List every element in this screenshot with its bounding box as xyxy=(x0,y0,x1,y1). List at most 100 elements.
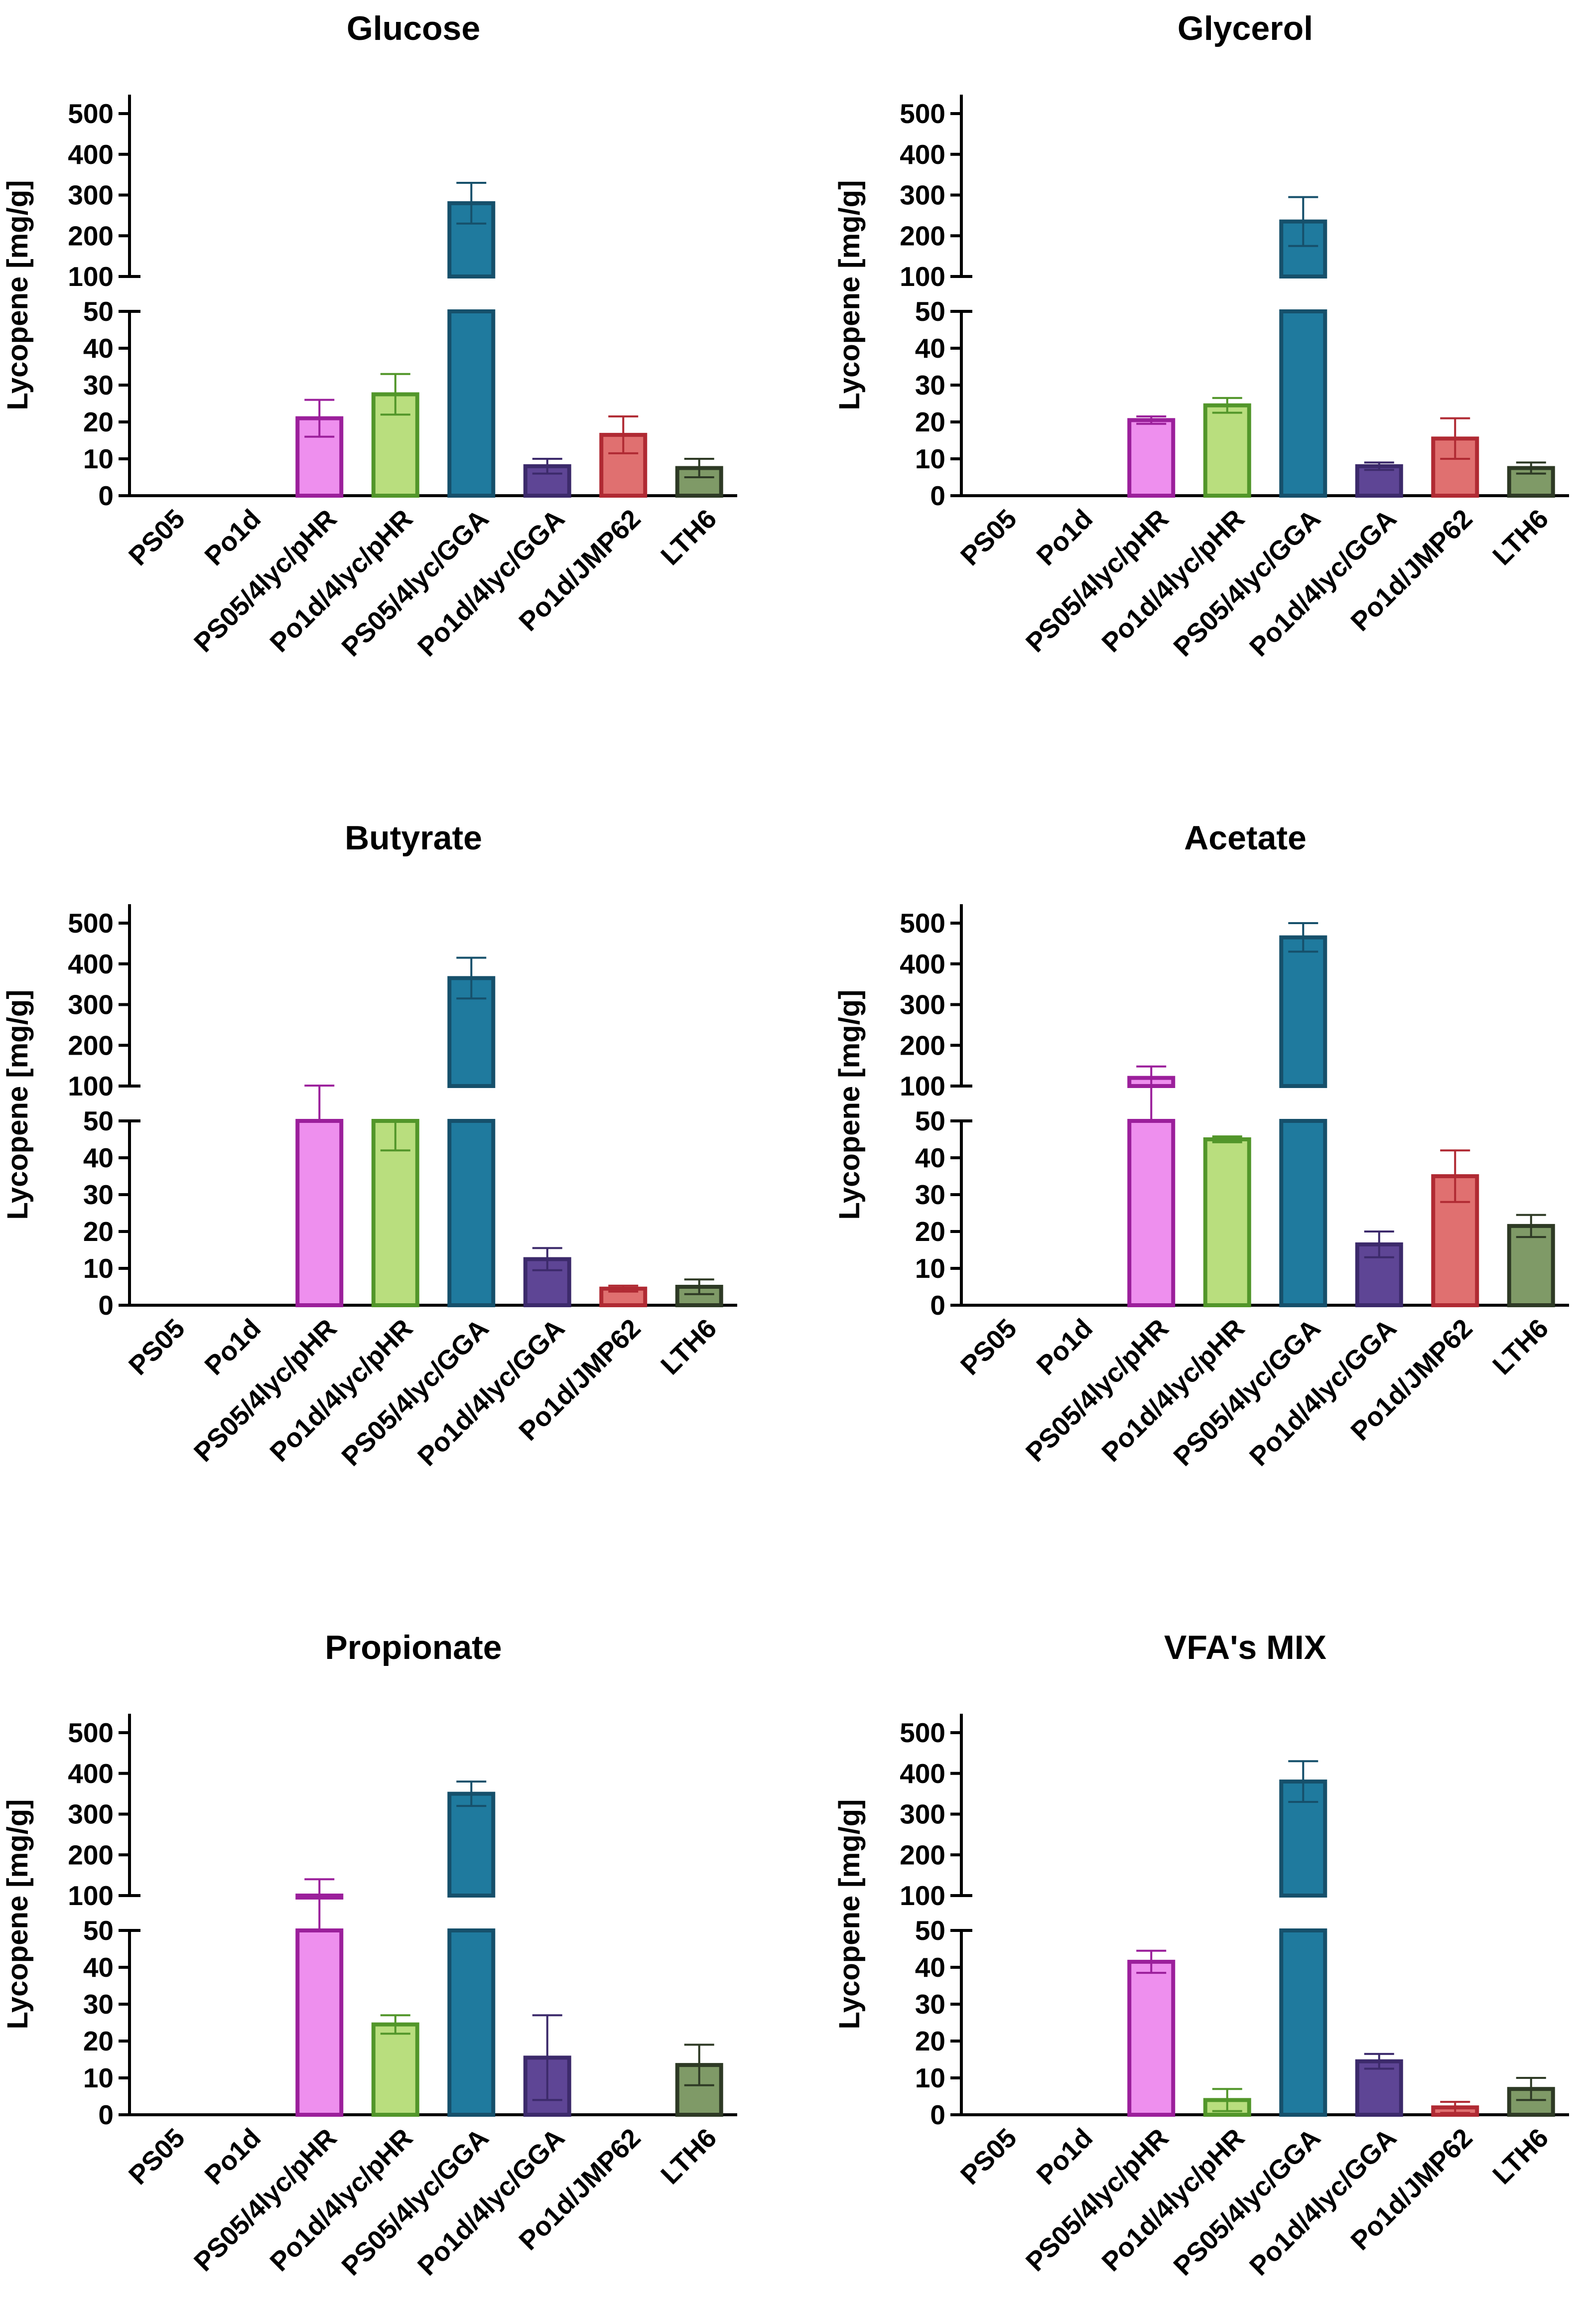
y-tick-label: 0 xyxy=(98,2099,114,2130)
y-tick-label: 50 xyxy=(83,296,114,327)
y-tick-label: 400 xyxy=(68,1758,114,1789)
y-tick-label: 0 xyxy=(98,1290,114,1321)
x-tick-label: PS05 xyxy=(955,2123,1023,2190)
chart-title: Glycerol xyxy=(1178,9,1313,47)
bar-5 xyxy=(447,1928,496,2117)
error-bar-6 xyxy=(532,2014,562,2101)
chart-title: Propionate xyxy=(325,1629,502,1666)
y-tick-label: 300 xyxy=(900,180,945,211)
y-tick-label: 500 xyxy=(68,908,114,939)
error-bar-3 xyxy=(1136,1065,1167,1122)
y-tick-label: 40 xyxy=(915,1952,945,1983)
y-tick-label: 400 xyxy=(68,139,114,170)
x-tick-label: Po1d xyxy=(1031,2123,1098,2190)
error-bar-3 xyxy=(304,1085,335,1122)
x-tick-label: Po1d xyxy=(1031,504,1098,571)
y-tick-label: 200 xyxy=(900,1839,945,1870)
y-tick-label: 40 xyxy=(915,333,945,364)
y-tick-label: 300 xyxy=(68,1799,114,1830)
x-tick-label: Po1d/4lyc/pHR xyxy=(1096,2123,1250,2277)
bar-6 xyxy=(1355,2059,1403,2117)
y-tick-label: 10 xyxy=(915,443,945,474)
y-tick-label: 100 xyxy=(900,261,945,292)
x-tick-label: PS05/4lyc/pHR xyxy=(1020,2123,1175,2277)
x-tick-label: PS05 xyxy=(955,504,1023,571)
y-tick-label: 200 xyxy=(900,220,945,251)
y-tick-label: 300 xyxy=(900,989,945,1020)
error-bar-4 xyxy=(1212,1135,1242,1143)
y-axis-label: Lycopene [mg/g] xyxy=(1,990,34,1220)
y-tick-label: 20 xyxy=(915,407,945,437)
y-tick-label: 400 xyxy=(68,949,114,979)
error-bar-5 xyxy=(1288,922,1319,953)
bar-4 xyxy=(1203,1137,1251,1307)
chart-panel-3: Butyrate Lycopene [mg/g] 100 200 300 400 500 0 1… xyxy=(1,819,737,1472)
bar-3 xyxy=(1127,1959,1176,2117)
error-bar-6 xyxy=(532,458,562,475)
bar-4 xyxy=(1203,403,1251,498)
error-bar-4 xyxy=(380,373,410,416)
error-bar-7 xyxy=(1440,1149,1470,1203)
bar-5-upper xyxy=(447,201,496,278)
x-tick-label: PS05/4lyc/pHR xyxy=(188,1313,343,1468)
chart-panel-6: VFA's MIX Lycopene [mg/g] 100 200 300 400 500 0… xyxy=(833,1629,1569,2281)
y-tick-label: 400 xyxy=(900,139,945,170)
y-tick-label: 200 xyxy=(900,1030,945,1061)
error-bar-8 xyxy=(1516,2077,1546,2101)
x-tick-label: Po1d/4lyc/pHR xyxy=(264,2123,418,2277)
x-tick-label: Po1d/4lyc/pHR xyxy=(264,504,418,658)
bar-3 xyxy=(295,416,344,498)
x-tick-label: LTH6 xyxy=(655,2123,722,2190)
y-tick-label: 100 xyxy=(68,261,114,292)
y-tick-label: 10 xyxy=(915,2062,945,2093)
x-tick-label: LTH6 xyxy=(655,1313,722,1380)
error-bar-3 xyxy=(304,399,335,438)
x-tick-label: LTH6 xyxy=(1487,1313,1554,1380)
error-bar-5 xyxy=(456,181,487,225)
y-tick-label: 30 xyxy=(915,1179,945,1210)
bar-5 xyxy=(447,309,496,498)
chart-panel-1: Glucose Lycopene [mg/g] 100 200 300 400 500 0 10… xyxy=(1,9,737,662)
chart-panel-4: Acetate Lycopene [mg/g] 100 200 300 400 500 0 10… xyxy=(833,819,1569,1472)
y-axis-label: Lycopene [mg/g] xyxy=(833,1799,866,2030)
y-tick-label: 100 xyxy=(900,1880,945,1911)
y-tick-label: 500 xyxy=(68,1717,114,1748)
bar-3 xyxy=(1127,1119,1176,1307)
y-tick-label: 50 xyxy=(915,1105,945,1136)
error-bar-5 xyxy=(1288,196,1319,247)
bar-3 xyxy=(1127,418,1176,498)
y-tick-label: 20 xyxy=(83,407,114,437)
y-tick-label: 20 xyxy=(83,2026,114,2056)
y-tick-label: 100 xyxy=(68,1071,114,1101)
x-tick-label: PS05 xyxy=(123,1313,191,1381)
y-tick-label: 10 xyxy=(83,1253,114,1284)
chart-title: Butyrate xyxy=(345,819,482,857)
y-tick-label: 0 xyxy=(930,480,945,511)
y-axis-label: Lycopene [mg/g] xyxy=(1,180,34,410)
error-bar-5 xyxy=(456,957,487,1000)
error-bar-5 xyxy=(456,1780,487,1807)
y-tick-label: 10 xyxy=(915,1253,945,1284)
y-tick-label: 40 xyxy=(83,333,114,364)
bar-4 xyxy=(371,2022,419,2117)
error-bar-5 xyxy=(1288,1760,1319,1803)
x-tick-label: Po1d/4lyc/pHR xyxy=(1096,504,1250,658)
y-tick-label: 400 xyxy=(900,1758,945,1789)
y-tick-label: 500 xyxy=(900,908,945,939)
y-axis-label: Lycopene [mg/g] xyxy=(833,990,866,1220)
bar-5 xyxy=(1279,309,1327,498)
x-tick-label: PS05 xyxy=(955,1313,1023,1381)
error-bar-6 xyxy=(1364,461,1394,471)
x-tick-label: Po1d xyxy=(199,504,266,571)
chart-title: Glucose xyxy=(347,9,480,47)
bar-5 xyxy=(1279,1119,1327,1307)
chart-title: VFA's MIX xyxy=(1164,1629,1326,1666)
y-axis-label: Lycopene [mg/g] xyxy=(1,1799,34,2030)
x-tick-label: Po1d/4lyc/pHR xyxy=(264,1313,418,1468)
y-tick-label: 20 xyxy=(83,1216,114,1247)
error-bar-6 xyxy=(532,1247,562,1271)
y-tick-label: 500 xyxy=(68,98,114,129)
y-tick-label: 500 xyxy=(900,1717,945,1748)
error-bar-8 xyxy=(684,458,714,478)
y-axis-label: Lycopene [mg/g] xyxy=(833,180,866,410)
